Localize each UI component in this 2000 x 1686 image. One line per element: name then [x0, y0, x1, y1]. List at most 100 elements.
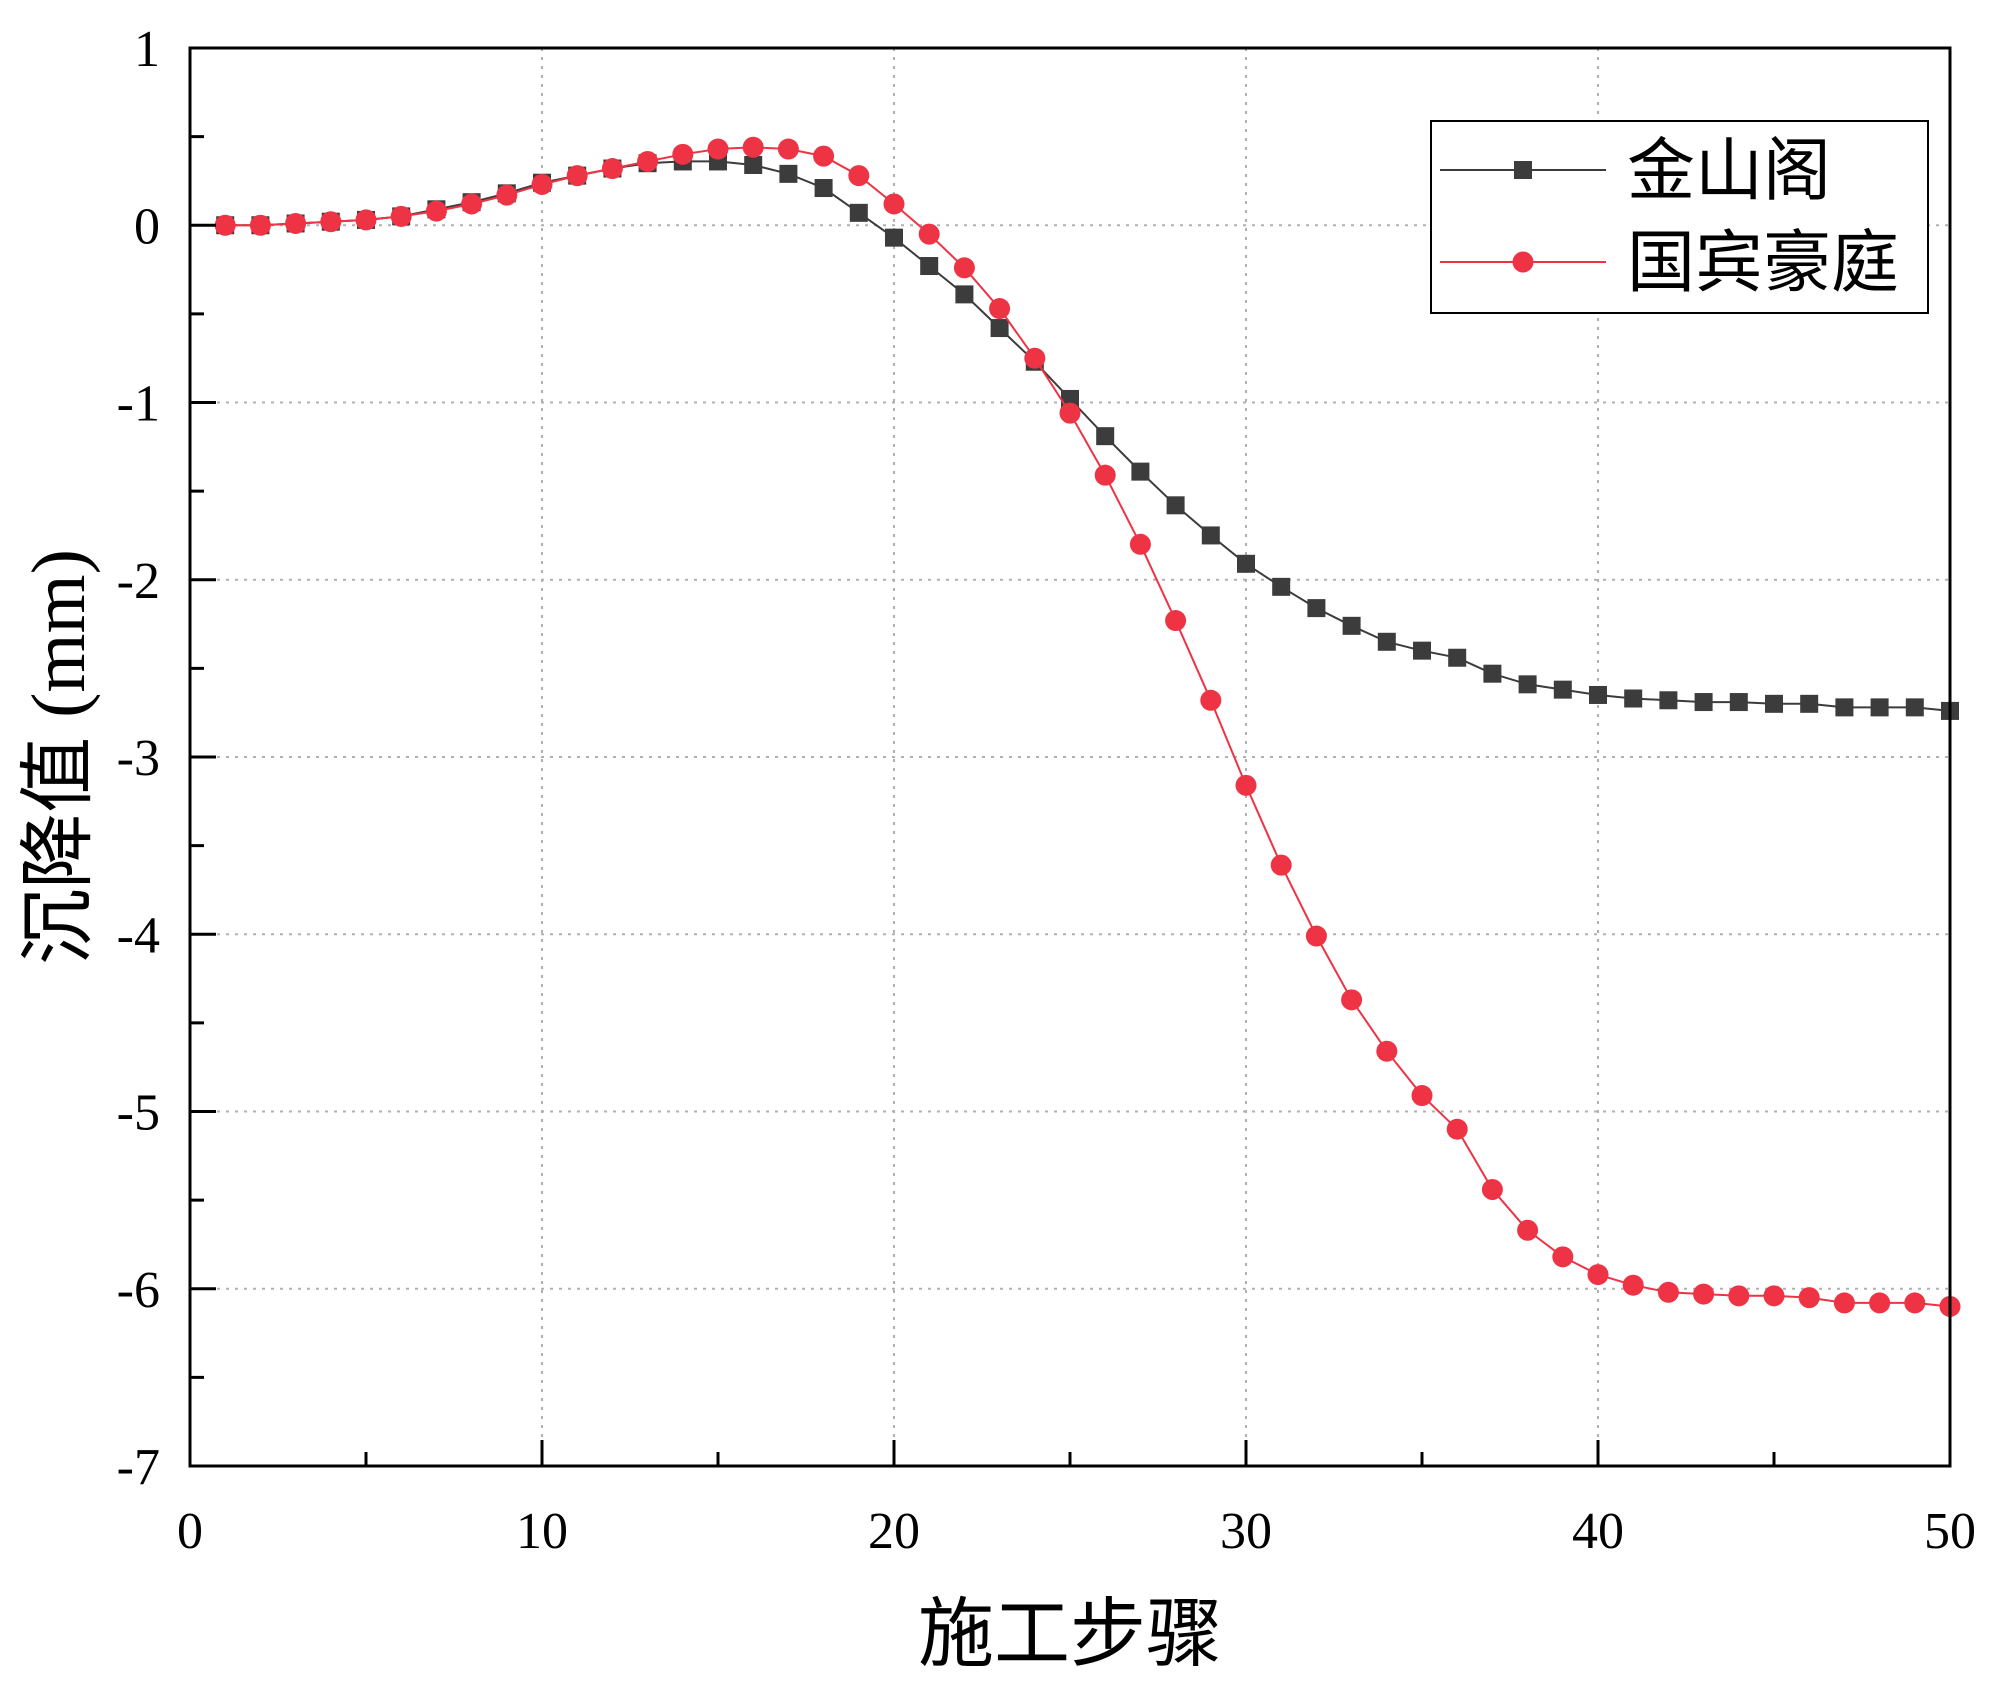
series-2-point — [1024, 347, 1046, 369]
series-2-point — [1869, 1292, 1891, 1314]
y-tick-label: -7 — [117, 1439, 160, 1496]
series-2-point — [707, 138, 729, 160]
series-1-point — [1694, 693, 1713, 712]
x-tick-label: 40 — [1572, 1503, 1624, 1560]
series-1-point — [1729, 693, 1748, 712]
series-1-point — [1518, 675, 1537, 694]
legend: 金山阁 国宾豪庭 — [1430, 120, 1929, 314]
y-tick-label: -6 — [117, 1262, 160, 1319]
y-tick-label: -3 — [117, 730, 160, 787]
series-2-point — [285, 212, 307, 234]
series-2-point — [1657, 1281, 1679, 1303]
series-2-point — [1622, 1274, 1644, 1296]
series-2-point — [1763, 1285, 1785, 1307]
series-2-point — [1411, 1085, 1433, 1107]
x-axis-title: 施工步骤 — [918, 1593, 1222, 1677]
series-2-point — [637, 150, 659, 172]
series-2-point — [425, 200, 447, 222]
series-1-point — [1272, 577, 1291, 596]
y-tick-label: -4 — [117, 907, 160, 964]
y-tick-label: 0 — [134, 198, 160, 255]
series-2-point — [742, 136, 764, 158]
series-2-point — [1305, 925, 1327, 947]
axis-ticks — [188, 46, 1952, 1468]
series-2-point — [1200, 689, 1222, 711]
y-tick-label: -1 — [117, 376, 160, 433]
data-series — [214, 136, 1961, 1317]
legend-label-series-1: 金山阁 — [1627, 133, 1831, 209]
series-1-point — [1307, 599, 1326, 618]
series-2-point — [566, 165, 588, 187]
x-tick-label: 20 — [868, 1503, 920, 1560]
legend-entries — [1440, 161, 1606, 273]
series-2-point — [1165, 610, 1187, 632]
series-1-point — [1800, 694, 1819, 713]
legend-box — [1430, 120, 1929, 314]
y-tick-label: -2 — [117, 553, 160, 610]
series-2-point — [1517, 1219, 1539, 1241]
legend-marker-series-2 — [1512, 251, 1534, 273]
series-2-point — [496, 184, 518, 206]
series-2-point — [989, 298, 1011, 320]
series-2-point — [777, 138, 799, 160]
series-2-point — [1094, 464, 1116, 486]
series-2-point — [1587, 1264, 1609, 1286]
series-1-point — [814, 179, 833, 198]
series-2-point — [1552, 1246, 1574, 1268]
series-1-point — [990, 319, 1009, 338]
series-1-point — [1131, 462, 1150, 481]
x-tick-label: 30 — [1220, 1503, 1272, 1560]
series-1-point — [1589, 685, 1607, 704]
series-2-point — [953, 257, 975, 279]
series-2-point — [1059, 402, 1081, 424]
series-2-point — [1270, 854, 1292, 876]
series-2-point — [531, 173, 553, 195]
series-1-point — [1201, 526, 1220, 545]
legend-label-series-2: 国宾豪庭 — [1627, 225, 1899, 301]
series-1-point — [955, 285, 974, 304]
series-1-point — [779, 164, 798, 183]
series-1-point — [1905, 698, 1924, 717]
series-1-point — [849, 203, 868, 222]
series-1-point — [1342, 616, 1361, 635]
series-1-point — [920, 257, 939, 276]
series-2-point — [1728, 1285, 1750, 1307]
series-1-point — [1765, 694, 1783, 713]
series-2-point — [355, 209, 377, 231]
series-2-point — [1798, 1287, 1820, 1309]
series-2-point — [918, 223, 940, 245]
series-2-point — [1235, 774, 1257, 796]
series-2-point — [461, 193, 483, 215]
y-tick-label: 1 — [134, 21, 160, 78]
series-2-point — [883, 193, 905, 215]
series-2-point — [1129, 533, 1151, 555]
y-axis-title: 沉降值 (mm) — [17, 549, 101, 965]
series-2-point — [1833, 1292, 1855, 1314]
series-2-point — [1481, 1178, 1503, 1200]
series-2-point — [249, 214, 271, 236]
series-2-point — [1904, 1292, 1926, 1314]
series-1-point — [1237, 554, 1255, 573]
legend-marker-series-1 — [1514, 161, 1532, 179]
series-2-point — [1693, 1283, 1715, 1305]
series-2-point — [320, 211, 342, 233]
series-1-point — [1377, 632, 1396, 651]
x-tick-label: 10 — [516, 1503, 568, 1560]
series-1-point — [1870, 698, 1889, 717]
series-2 — [214, 136, 1961, 1317]
series-1-point — [1448, 648, 1467, 667]
series-2-point — [390, 205, 412, 227]
series-1-point — [885, 228, 903, 247]
series-2-point — [601, 158, 623, 180]
series-1-point — [1413, 641, 1431, 660]
series-2-point — [813, 145, 835, 167]
series-2-point — [672, 143, 694, 165]
series-1-point — [1483, 664, 1502, 683]
series-2-point — [848, 165, 870, 187]
series-2-point — [1376, 1040, 1398, 1062]
x-tick-label: 50 — [1924, 1503, 1976, 1560]
y-tick-label: -5 — [117, 1085, 160, 1142]
series-2-point — [214, 214, 236, 236]
